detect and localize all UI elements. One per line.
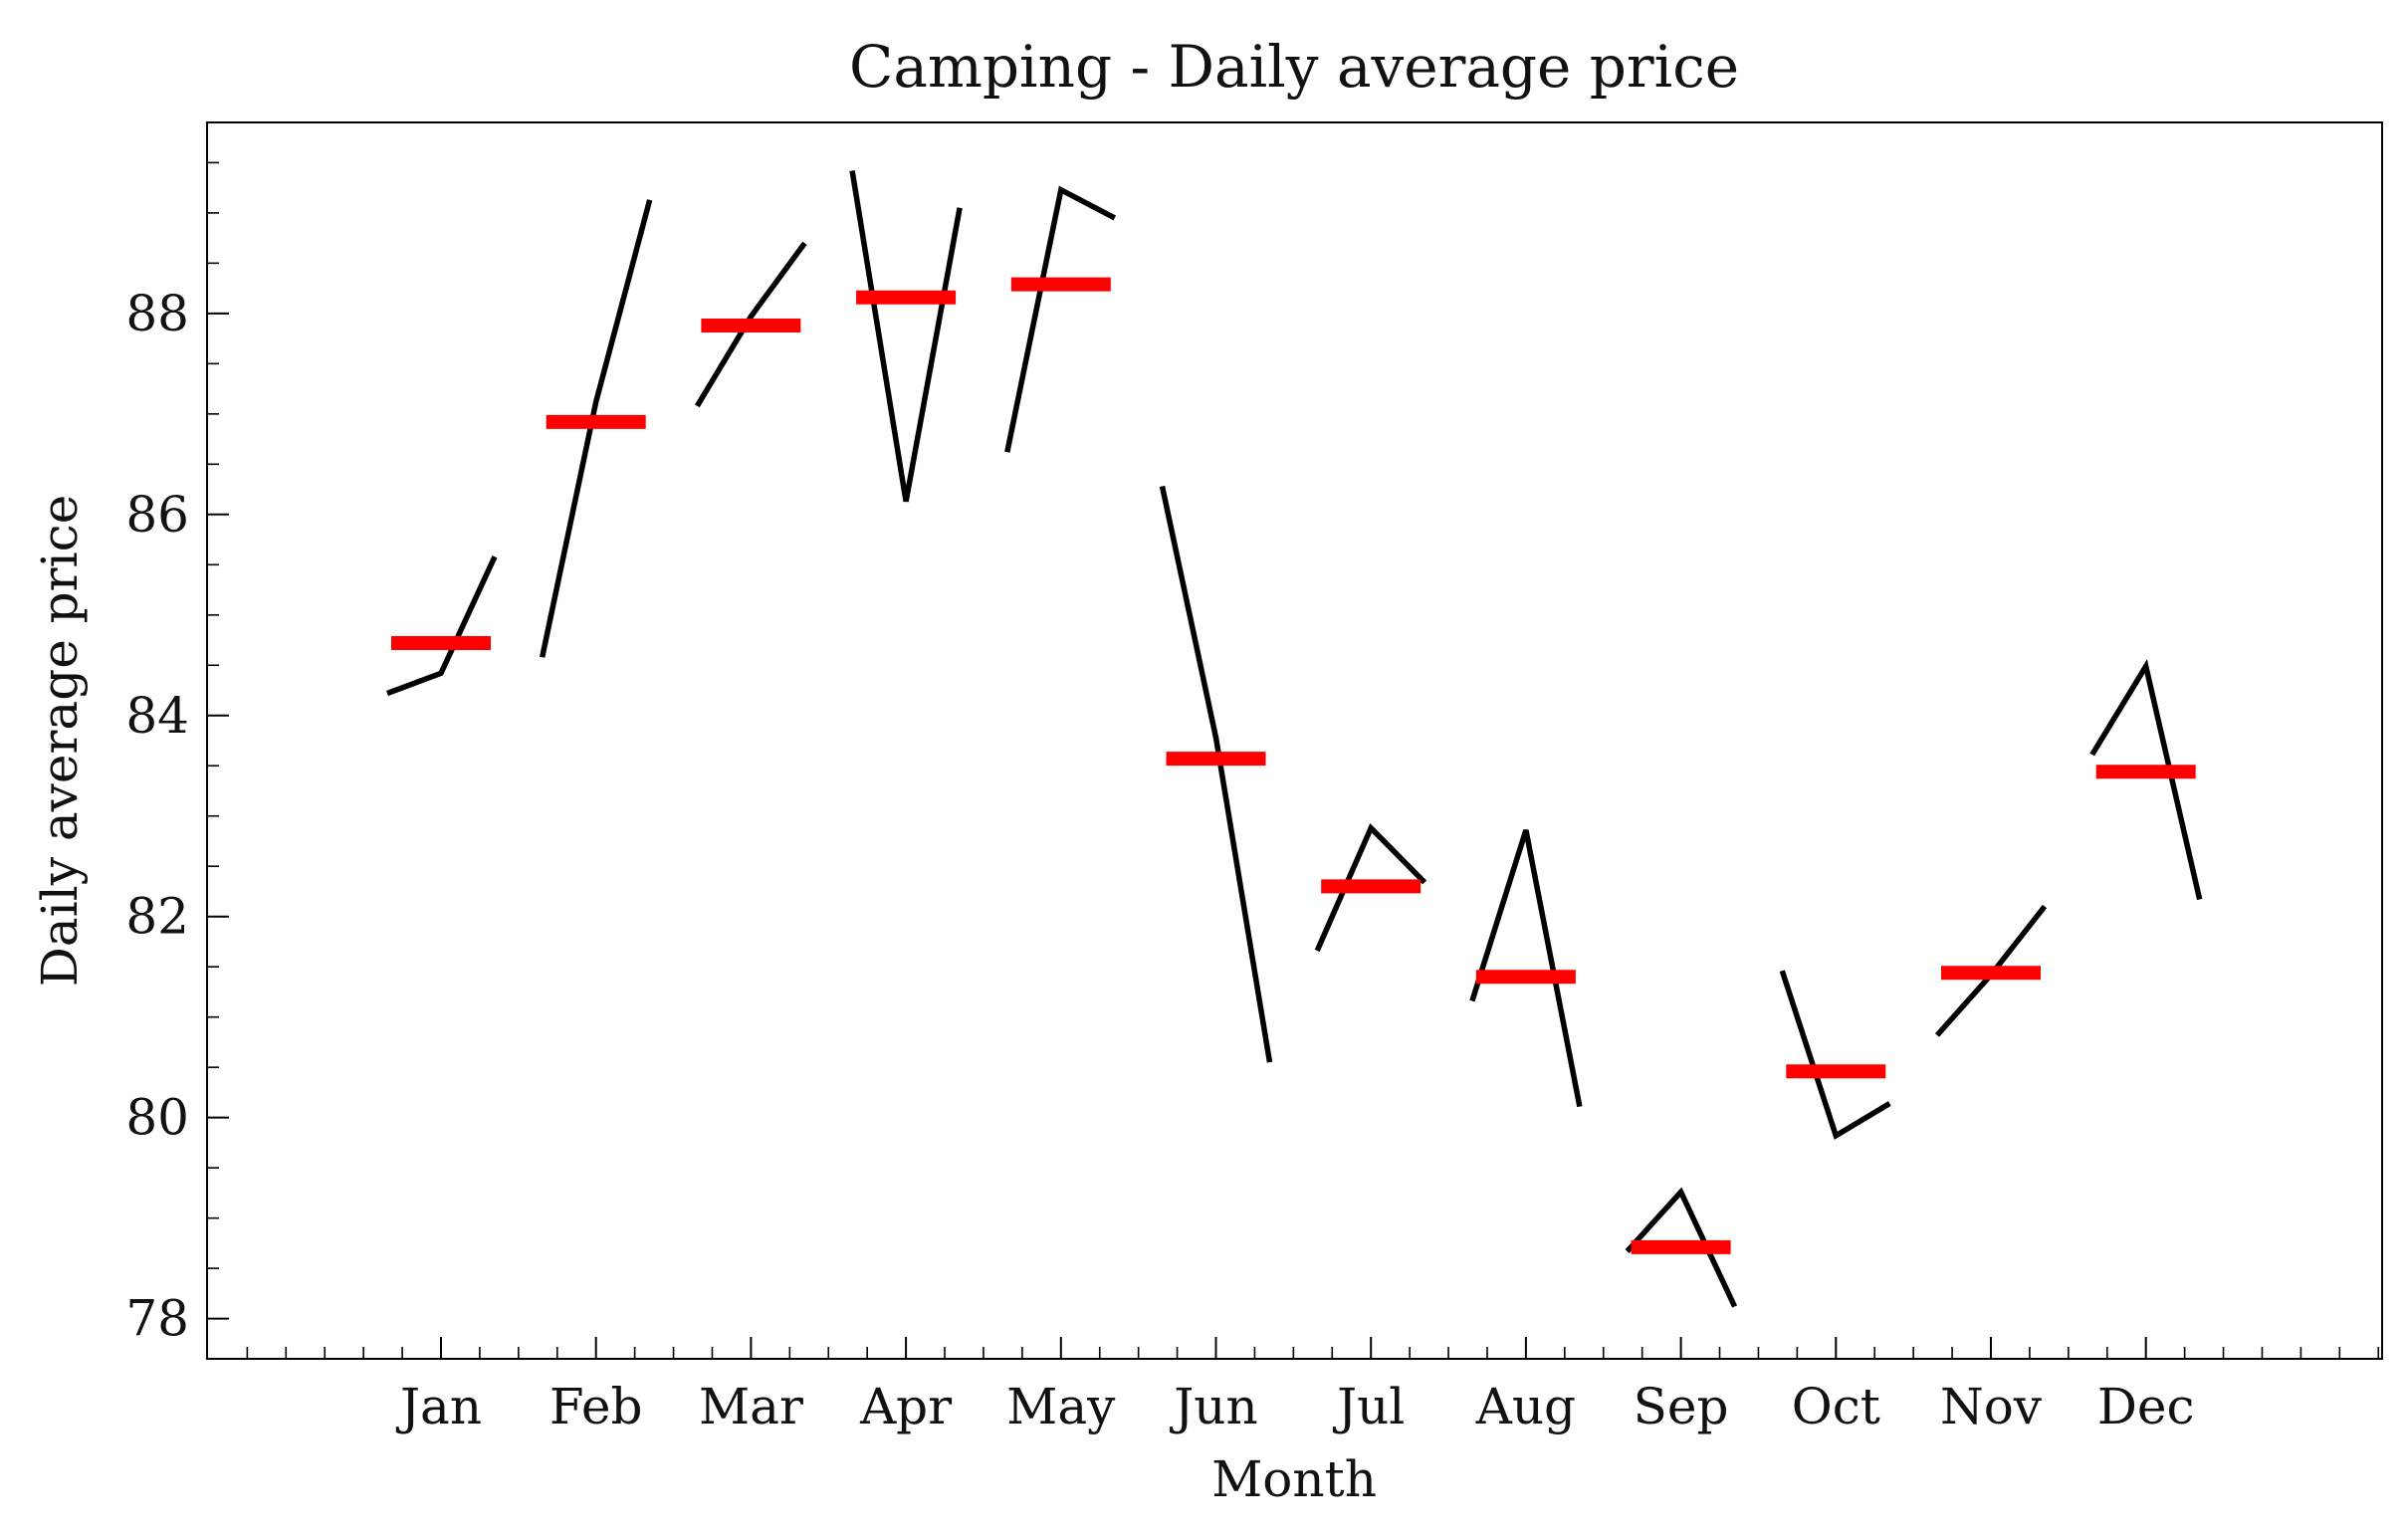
sub-series-line-aug <box>1469 829 1583 1108</box>
x-tick-label-mar: Mar <box>699 1378 803 1435</box>
sub-series-line-oct <box>1779 970 1891 1140</box>
y-tick-label-78: 78 <box>125 1290 189 1348</box>
sub-series-line-feb <box>540 199 653 658</box>
x-tick-label-feb: Feb <box>549 1378 643 1435</box>
chart-title: Camping - Daily average price <box>849 33 1739 101</box>
sub-series-line-may <box>1004 185 1117 453</box>
sub-series-line-sep <box>1625 1187 1738 1308</box>
sub-series-line-jun <box>1159 485 1273 1063</box>
x-tick-label-jul: Jul <box>1332 1378 1405 1435</box>
x-tick-label-apr: Apr <box>859 1378 952 1435</box>
x-tick-label-aug: Aug <box>1475 1378 1576 1435</box>
y-tick-label-84: 84 <box>125 687 189 745</box>
sub-series-line-apr <box>849 170 963 503</box>
y-tick-label-88: 88 <box>125 285 189 342</box>
x-tick-label-jan: Jan <box>395 1378 482 1435</box>
x-tick-label-sep: Sep <box>1634 1378 1729 1435</box>
y-tick-label-80: 80 <box>125 1089 189 1147</box>
sub-series-line-dec <box>2089 659 2203 901</box>
x-axis-label: Month <box>1211 1450 1377 1508</box>
data-layer <box>386 170 2203 1308</box>
y-axis-label: Daily average price <box>31 495 89 987</box>
plot-frame <box>206 121 2383 1360</box>
x-tick-label-dec: Dec <box>2097 1378 2195 1435</box>
x-tick-label-nov: Nov <box>1940 1378 2043 1435</box>
y-tick-label-86: 86 <box>125 486 189 544</box>
tick-layer: Jan Feb Mar Apr May Jun Jul Aug Sep Oct Nov Dec 78 80… <box>125 161 2380 1435</box>
sub-series-line-mar <box>695 241 807 408</box>
sub-series-line-jul <box>1314 822 1427 953</box>
x-tick-label-may: May <box>1006 1378 1116 1435</box>
y-tick-label-82: 82 <box>125 888 189 946</box>
x-tick-label-jun: Jun <box>1169 1378 1257 1435</box>
sub-series-line-jan <box>386 555 498 697</box>
x-tick-label-oct: Oct <box>1792 1378 1880 1435</box>
